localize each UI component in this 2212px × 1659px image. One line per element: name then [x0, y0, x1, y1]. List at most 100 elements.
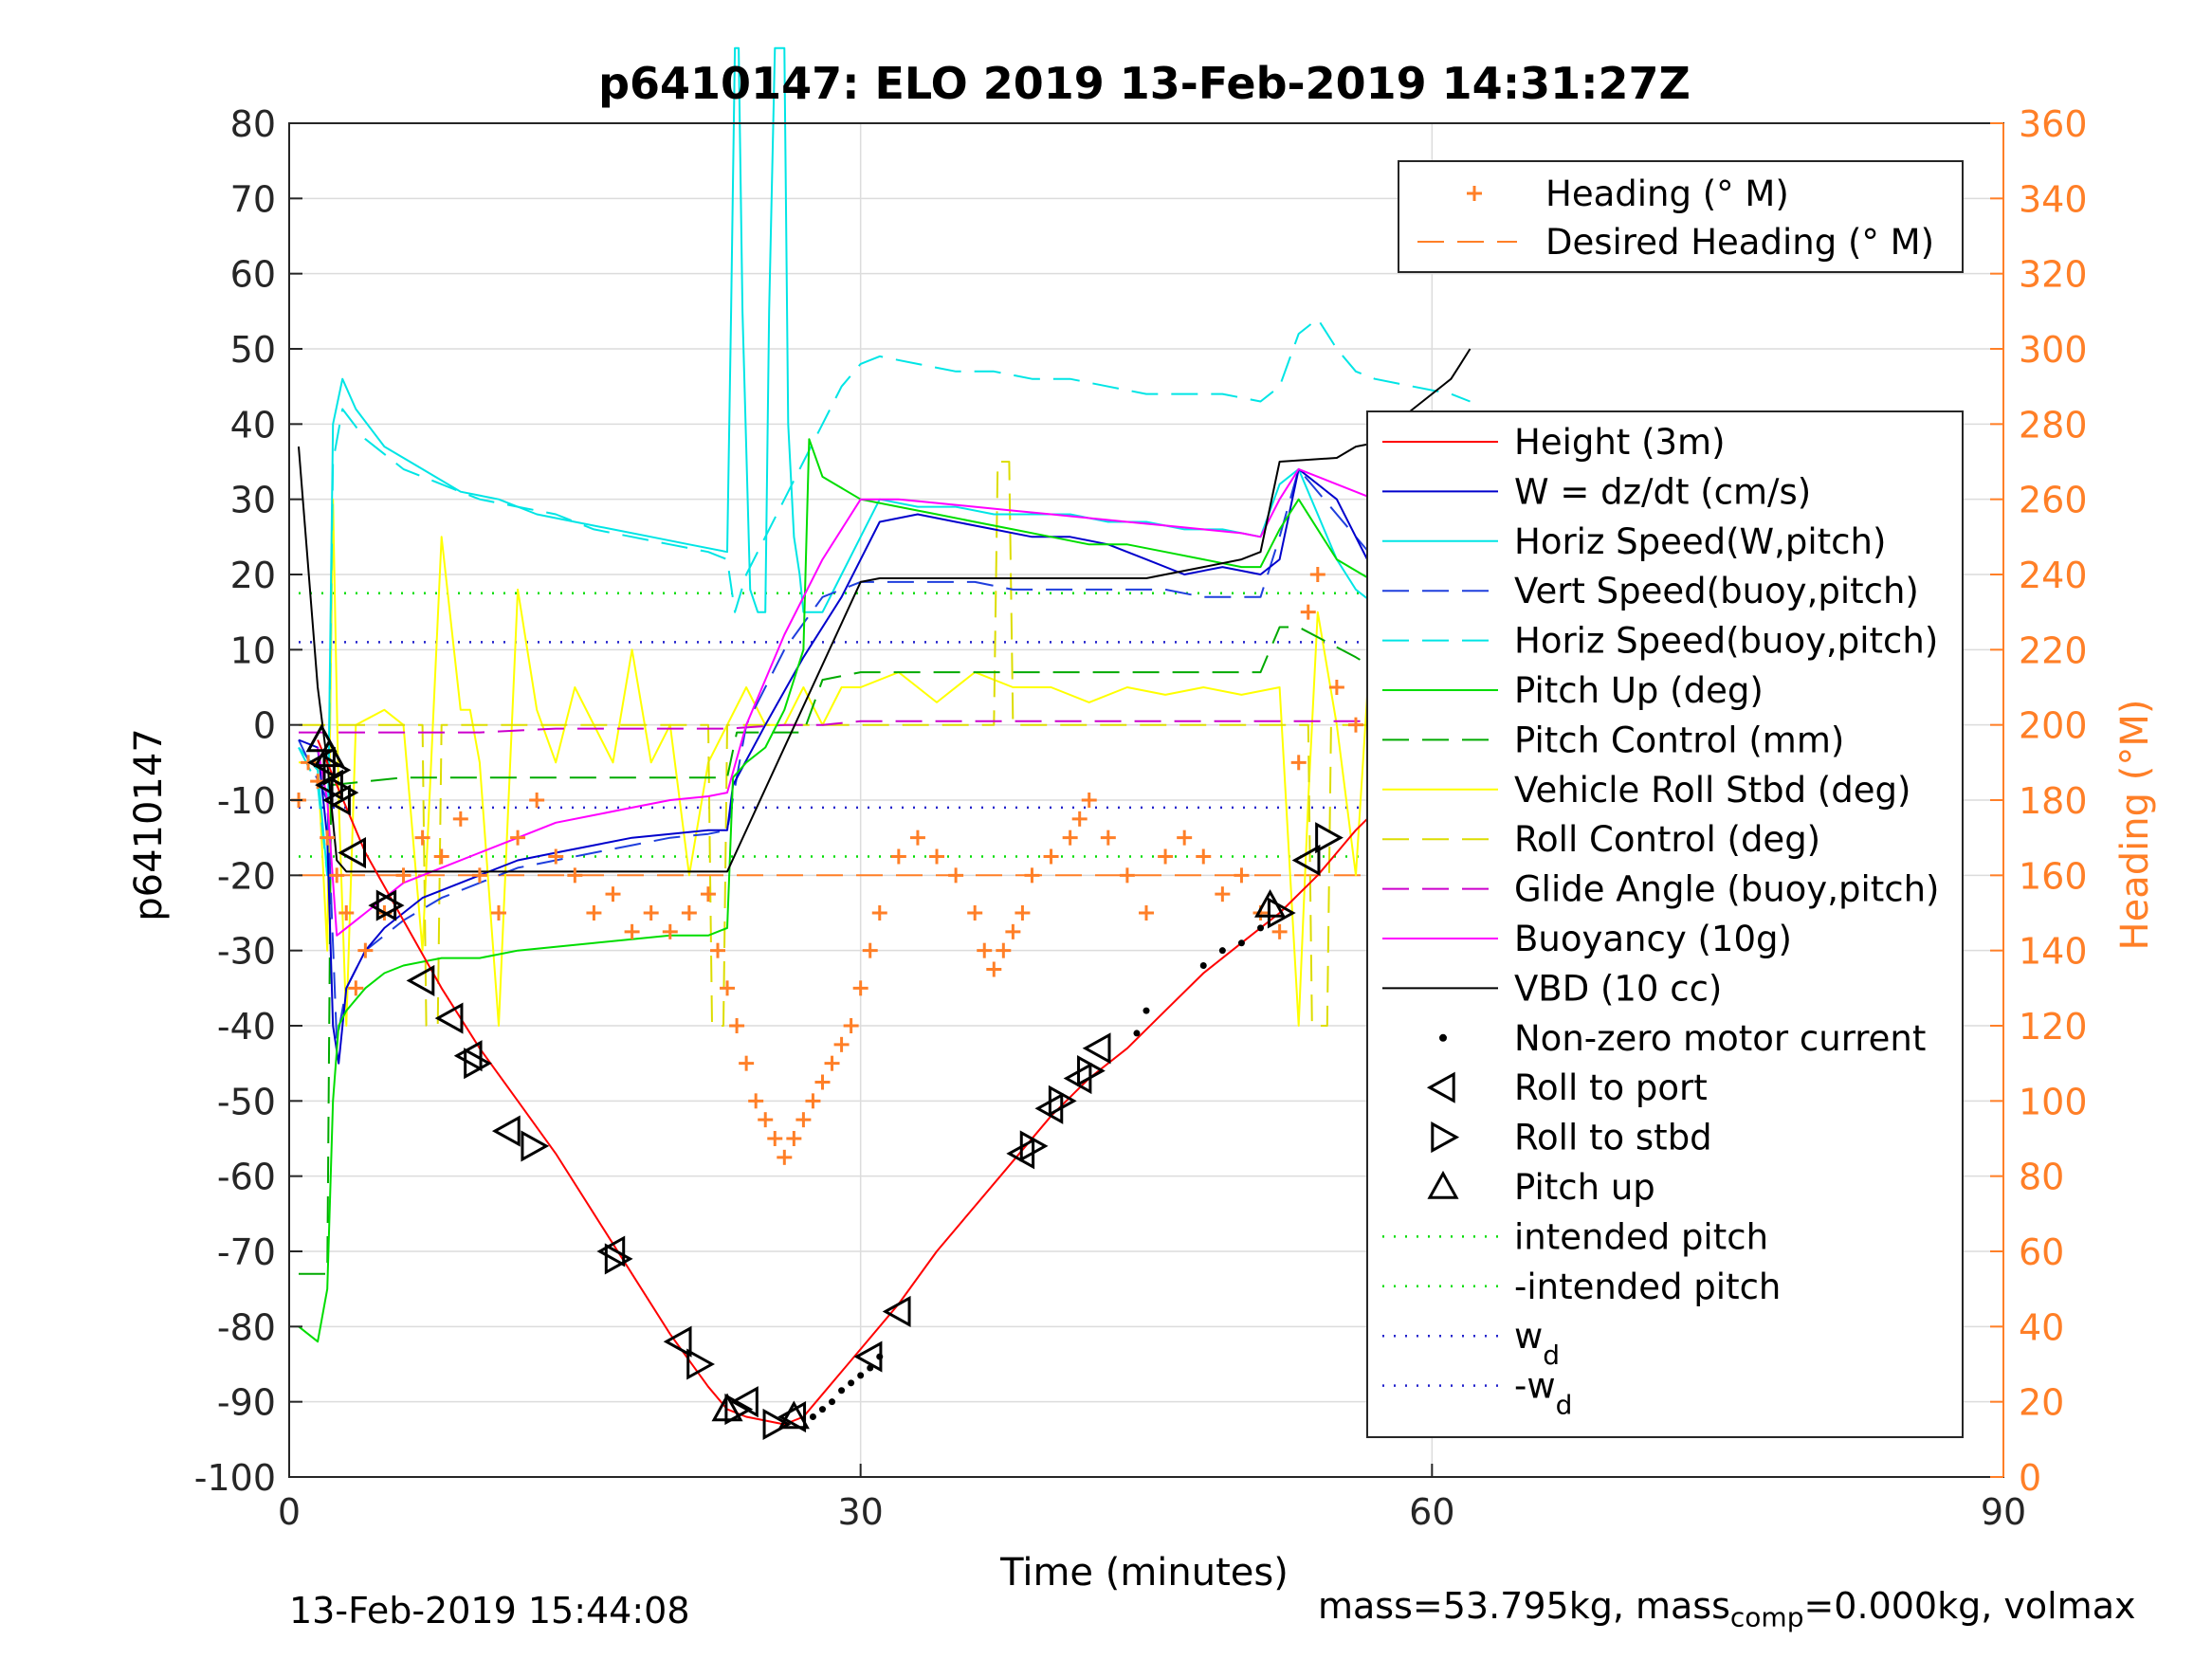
roll-to-port-marker	[491, 1115, 521, 1147]
heading-point	[852, 980, 868, 996]
legend-label: Roll Control (deg)	[1514, 819, 1820, 860]
footer-mass-tail: =0.000kg, volmax	[1803, 1585, 2136, 1627]
series-glide	[299, 720, 1471, 734]
heading-point	[1062, 830, 1078, 846]
plot-area	[291, 46, 1487, 1441]
y2-tick-label: 140	[2019, 931, 2088, 973]
roll-to-stbd-marker	[604, 1243, 633, 1275]
y2-tick-label: 360	[2019, 103, 2088, 145]
heading-point	[871, 905, 887, 921]
motor-current-point	[1199, 962, 1207, 970]
legend-label: Height (3m)	[1514, 422, 1726, 463]
roll-to-stbd-marker	[1048, 1085, 1077, 1117]
roll-to-stbd-marker	[1019, 1130, 1049, 1162]
heading-point	[720, 980, 736, 996]
heading-point	[1071, 811, 1088, 827]
pitch-up-marker	[711, 1393, 743, 1422]
y2-tick-label: 20	[2019, 1382, 2064, 1424]
y2-tick-label: 180	[2019, 780, 2088, 822]
heading-point	[320, 830, 336, 846]
heading-point	[1024, 867, 1040, 884]
roll-to-stbd-marker	[521, 1130, 550, 1162]
x-tick-label: 30	[837, 1491, 883, 1533]
legend-label: Pitch Up (deg)	[1514, 670, 1764, 711]
roll-to-port-marker	[663, 1325, 692, 1358]
heading-point	[357, 942, 374, 958]
pitch-up-marker	[313, 738, 345, 768]
y-tick-label: 60	[230, 254, 276, 296]
legend-main-box	[1366, 410, 1964, 1438]
y-tick-label: -80	[217, 1306, 276, 1348]
heading-point	[862, 942, 878, 958]
heading-point	[758, 1112, 774, 1128]
heading-point	[890, 848, 906, 865]
heading-point	[739, 1055, 755, 1071]
y2-tick-label: 120	[2019, 1006, 2088, 1048]
y-tick-label: 50	[230, 329, 276, 371]
heading-point	[710, 942, 725, 958]
legend-label-subscript: d	[1556, 1389, 1573, 1420]
heading-point	[814, 1074, 831, 1090]
y2-tick-label: 200	[2019, 705, 2088, 747]
y-tick-label: 10	[230, 629, 276, 671]
heading-point	[1158, 848, 1174, 865]
motor-current-point	[857, 1372, 865, 1379]
heading-point	[1271, 923, 1288, 939]
roll-to-stbd-marker	[375, 889, 405, 921]
roll-to-stbd-marker	[330, 776, 359, 809]
heading-point	[1347, 717, 1363, 733]
roll-to-port-marker	[453, 1040, 483, 1072]
y-tick-label: 80	[230, 103, 276, 145]
heading-point	[433, 848, 449, 865]
legend-swatch	[1427, 1170, 1459, 1199]
heading-point	[977, 942, 993, 958]
y-axis-label: p6410147	[127, 728, 171, 921]
roll-to-port-marker	[853, 1340, 883, 1373]
roll-to-port-marker	[322, 784, 351, 816]
footer-mass: mass=53.795kg, masscomp=0.000kg, volmax	[1318, 1585, 2135, 1633]
series-roll_control	[299, 461, 1471, 1027]
x-axis-label: Time (minutes)	[999, 1551, 1289, 1595]
legend-swatch	[1431, 1121, 1460, 1154]
y-tick-label: -70	[217, 1231, 276, 1273]
legend-label: Pitch up	[1514, 1167, 1655, 1208]
heading-point	[1177, 830, 1193, 846]
heading-point	[1196, 848, 1212, 865]
heading-point	[338, 905, 355, 921]
legend-label: intended pitch	[1514, 1216, 1768, 1257]
heading-point	[529, 793, 545, 808]
roll-to-stbd-marker	[1315, 822, 1344, 854]
heading-point	[681, 905, 697, 921]
roll-to-port-marker	[777, 1400, 807, 1433]
heading-point	[452, 811, 468, 827]
y-tick-label: 30	[230, 480, 276, 521]
heading-point	[1215, 886, 1231, 902]
footer-mass-sub: comp	[1729, 1601, 1804, 1633]
legend-main: Height (3m) W = dz/dt (cm/s) Horiz Speed(W…	[1366, 410, 1964, 1438]
y2-tick-label: 280	[2019, 404, 2088, 446]
heading-point	[1015, 905, 1031, 921]
y2-tick-label: 100	[2019, 1081, 2088, 1122]
heading-point	[643, 905, 659, 921]
y-tick-label: -10	[217, 780, 276, 822]
roll-to-port-marker	[1082, 1032, 1111, 1065]
heading-point	[348, 980, 364, 996]
roll-to-port-marker	[368, 889, 397, 921]
y-tick-label: -20	[217, 855, 276, 897]
motor-current-point	[809, 1413, 816, 1421]
heading-point	[624, 923, 640, 939]
series-pitch_control	[299, 626, 1471, 1275]
legend-label: -intended pitch	[1514, 1267, 1781, 1307]
heading-point	[1328, 680, 1344, 695]
heading-point	[329, 867, 345, 884]
heading-point	[996, 942, 1012, 958]
legend-label: Non-zero motor current	[1514, 1018, 1926, 1059]
series-w	[298, 467, 1471, 1065]
legend-label: Vert Speed(buoy,pitch)	[1514, 571, 1919, 611]
heading-point	[929, 848, 945, 865]
motor-current-point	[1218, 947, 1226, 955]
legend-label: Horiz Speed(W,pitch)	[1514, 521, 1886, 562]
motor-current-point	[1143, 1007, 1150, 1014]
y2-tick-label: 220	[2019, 629, 2088, 671]
